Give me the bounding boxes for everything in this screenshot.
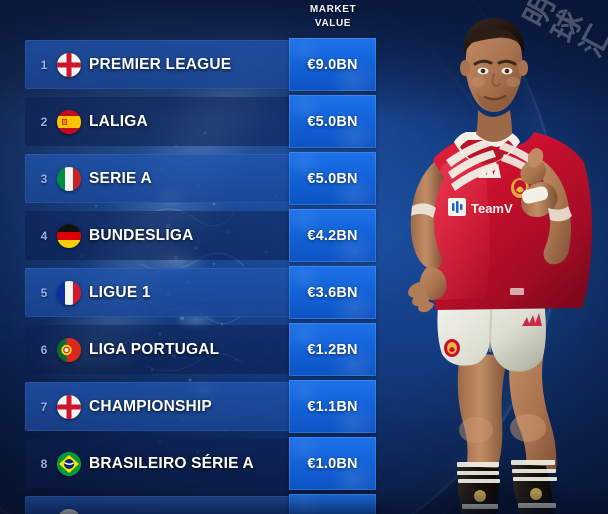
flag-icon-portugal [57, 338, 81, 362]
adidas-logo-chest [478, 163, 501, 178]
rank-number: 7 [40, 399, 48, 414]
league-name: SERIE A [89, 169, 152, 187]
market-value-cell: €1.2BN [289, 323, 376, 376]
rank-number: 8 [40, 456, 48, 471]
market-value-cell: €1.1BN [289, 380, 376, 433]
club-crest-shorts [444, 339, 460, 357]
table-row[interactable]: 4 BUNDESLIGA €4.2BN [0, 207, 608, 264]
arm-left [408, 162, 447, 313]
flag-icon-brazil [57, 452, 81, 476]
market-value-cell: €4.2BN [289, 209, 376, 262]
rank-number: 6 [40, 342, 48, 357]
market-value-text: €4.2BN [307, 227, 358, 244]
market-value-cell: €5.0BN [289, 95, 376, 148]
market-value-cell: €1.0BN [289, 437, 376, 490]
market-value-cell: €9.0BN [289, 38, 376, 91]
league-name: LIGA PORTUGAL [89, 340, 220, 358]
player-photo: TeamV [372, 0, 608, 514]
table-row[interactable]: 1 PREMIER LEAGUE €9.0BN [0, 36, 608, 93]
market-value-cell: €3.6BN [289, 266, 376, 319]
market-value-text: €9.0BN [307, 56, 358, 73]
player-illustration: TeamV [408, 18, 592, 514]
market-value-header: MARKET VALUE [286, 3, 380, 30]
market-value-text: €3.6BN [307, 284, 358, 301]
market-value-text: €5.0BN [307, 113, 358, 130]
rank-number: 3 [40, 171, 48, 186]
rank-number: 2 [40, 114, 48, 129]
rank-number: 1 [40, 57, 48, 72]
table-row[interactable]: 8 BRASILEIRO SÉRIE A €1.0BN [0, 435, 608, 492]
league-name: BRASILEIRO SÉRIE A [89, 454, 254, 472]
market-value-text: €1.0BN [307, 455, 358, 472]
table-row[interactable]: 5 LIGUE 1 €3.6BN [0, 264, 608, 321]
market-value-text: €1.1BN [307, 398, 358, 415]
market-value-header-line1: MARKET [309, 4, 357, 15]
value-cell-sheen [289, 494, 376, 514]
market-value-text: €5.0BN [307, 170, 358, 187]
league-name: BUNDESLIGA [89, 226, 194, 244]
flag-icon-italy [57, 167, 81, 191]
flag-icon-france [57, 281, 81, 305]
flag-icon-spain [57, 110, 81, 134]
market-value-cell [289, 494, 376, 514]
rank-number: 5 [40, 285, 48, 300]
league-name: LALIGA [89, 112, 148, 130]
svg-text:TeamV: TeamV [471, 201, 513, 216]
table-row[interactable]: 7 CHAMPIONSHIP €1.1BN [0, 378, 608, 435]
flag-icon-england [57, 53, 81, 77]
league-name: LIGUE 1 [89, 283, 151, 301]
arm-right [520, 148, 572, 265]
market-value-header-line2: VALUE [314, 17, 352, 29]
jersey-sponsor: TeamV [448, 198, 513, 216]
adidas-logo-shorts [522, 313, 542, 326]
league-name: PREMIER LEAGUE [89, 55, 232, 73]
market-value-text: €1.2BN [307, 341, 358, 358]
table-row[interactable]: 3 SERIE A €5.0BN [0, 150, 608, 207]
market-value-cell: €5.0BN [289, 152, 376, 205]
jersey: TeamV [427, 132, 592, 310]
league-name: CHAMPIONSHIP [89, 397, 212, 415]
table-row[interactable]: 2 LALIGA €5.0BN [0, 93, 608, 150]
league-ranking-list: 1 PREMIER LEAGUE €9.0BN 2 LALIGA €5.0BN 3 SERIE… [0, 36, 608, 514]
table-row[interactable]: 6 LIGA PORTUGAL €1.2BN [0, 321, 608, 378]
flag-icon-germany [57, 224, 81, 248]
rank-number: 4 [40, 228, 48, 243]
table-row[interactable]: 9 [0, 492, 608, 514]
player-head [460, 18, 528, 112]
rank-number: 9 [33, 492, 55, 514]
flag-icon-england [57, 395, 81, 419]
